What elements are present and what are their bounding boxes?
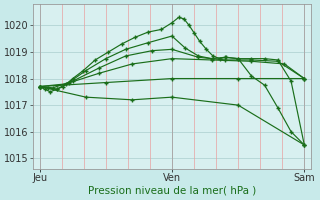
X-axis label: Pression niveau de la mer( hPa ): Pression niveau de la mer( hPa ) [88, 186, 256, 196]
